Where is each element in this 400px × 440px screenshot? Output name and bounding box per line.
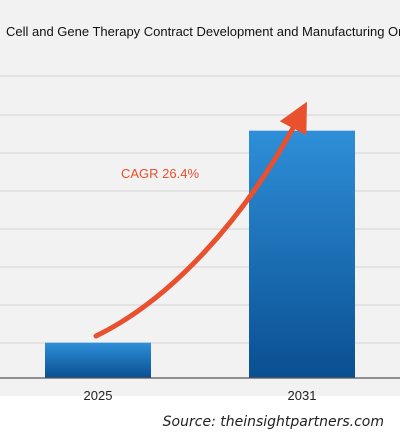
x-tick-label-2031: 2031 xyxy=(288,388,317,403)
bar-2025 xyxy=(45,342,151,378)
source-credit: Source: theinsightpartners.com xyxy=(162,414,384,430)
cagr-label: CAGR 26.4% xyxy=(121,166,199,181)
x-tick-label-2025: 2025 xyxy=(84,388,113,403)
bar-2031 xyxy=(249,130,355,378)
cagr-arrow xyxy=(93,101,307,339)
chart-title: Cell and Gene Therapy Contract Developme… xyxy=(0,0,400,44)
x-tick-labels: 2025 2031 xyxy=(84,388,317,403)
